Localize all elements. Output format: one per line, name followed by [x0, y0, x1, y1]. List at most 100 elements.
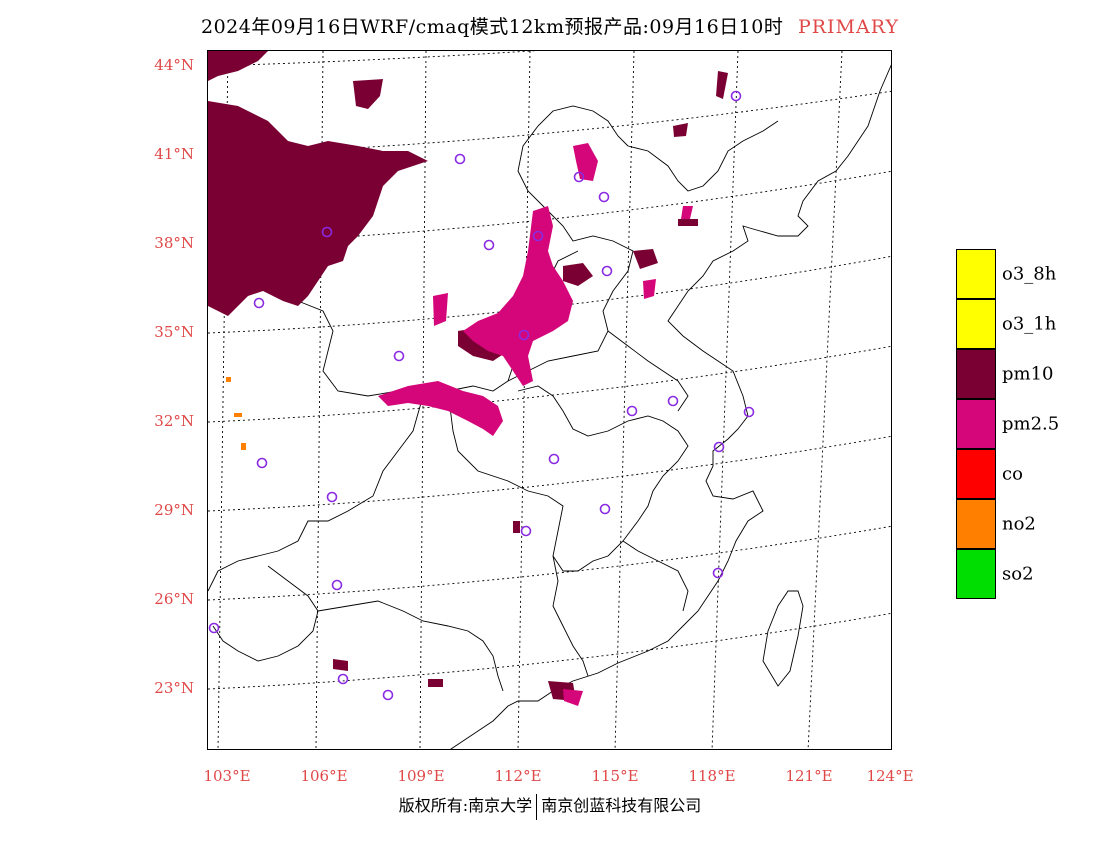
pm10-regions: [208, 51, 728, 701]
province-border: [447, 385, 689, 572]
copyright-right: 南京创蓝科技有限公司: [541, 796, 702, 815]
city-marker[interactable]: [393, 350, 405, 362]
province-border: [317, 600, 504, 692]
latitude-line-23: [208, 612, 891, 690]
city-marker[interactable]: [743, 406, 755, 418]
pm25-patch: [643, 279, 656, 299]
pm10-patch: [333, 659, 348, 671]
title-tag: PRIMARY: [797, 16, 899, 38]
lon-label-112: 112°E: [494, 767, 542, 785]
map-panel[interactable]: [207, 50, 892, 750]
pm10-patch: [673, 123, 688, 137]
legend-swatch: [956, 399, 996, 449]
city-marker[interactable]: [599, 503, 611, 515]
city-markers: [208, 90, 755, 701]
city-marker[interactable]: [382, 689, 394, 701]
pm10-patch: [353, 79, 383, 109]
pm10-patch: [428, 679, 443, 687]
legend-swatch: [956, 499, 996, 549]
pm25-patch: [573, 143, 598, 181]
legend-label: pm2.5: [1002, 413, 1060, 435]
latitude-line-35: [208, 255, 891, 334]
pm10-patch: [563, 263, 593, 286]
province-border: [208, 395, 424, 592]
city-marker[interactable]: [573, 171, 585, 183]
latitude-line-26: [208, 525, 891, 601]
lat-label-23: 23°N: [154, 679, 194, 697]
city-marker[interactable]: [454, 153, 466, 165]
pm10-patch: [513, 521, 520, 533]
copyright-footer: 版权所有:南京大学 南京创蓝科技有限公司: [0, 792, 1100, 820]
meridian-118: [711, 51, 739, 749]
meridian-112: [517, 51, 531, 749]
city-marker[interactable]: [626, 405, 638, 417]
city-marker[interactable]: [598, 191, 610, 203]
city-marker[interactable]: [326, 491, 338, 503]
province-border: [552, 555, 589, 677]
city-marker[interactable]: [331, 579, 343, 591]
city-marker[interactable]: [713, 441, 725, 453]
latitude-line-44: [208, 51, 537, 67]
city-marker[interactable]: [667, 395, 679, 407]
no2-cell: [226, 377, 231, 382]
pm10-patch: [633, 249, 658, 269]
lat-label-35: 35°N: [154, 323, 194, 341]
pm10-northwest-plume: [208, 101, 428, 316]
lat-label-32: 32°N: [154, 412, 194, 430]
province-border: [208, 105, 634, 397]
pm10-patch: [716, 71, 728, 99]
footer-divider: [536, 793, 538, 820]
map-title: 2024年09月16日WRF/cmaq模式12km预报产品:09月16日10时 …: [0, 12, 1100, 39]
city-marker[interactable]: [256, 457, 268, 469]
city-marker[interactable]: [730, 90, 742, 102]
map-canvas: [208, 51, 891, 749]
lon-label-103: 103°E: [203, 767, 251, 785]
lat-label-41: 41°N: [154, 145, 194, 163]
city-marker[interactable]: [483, 239, 495, 251]
city-marker[interactable]: [712, 567, 724, 579]
legend-label: so2: [1002, 563, 1034, 585]
lon-label-106: 106°E: [300, 767, 348, 785]
latitude-line-29: [208, 435, 891, 512]
province-border: [627, 120, 779, 192]
city-marker[interactable]: [520, 525, 532, 537]
lat-label-29: 29°N: [154, 501, 194, 519]
city-marker[interactable]: [208, 622, 220, 634]
city-marker[interactable]: [253, 297, 265, 309]
lat-label-44: 44°N: [154, 56, 194, 74]
meridian-115: [614, 51, 635, 749]
pm25-south-patch: [563, 689, 583, 706]
legend-label: co: [1002, 463, 1023, 485]
province-border: [212, 565, 319, 662]
lon-label-115: 115°E: [591, 767, 639, 785]
pm25-patch: [681, 206, 693, 219]
lat-label-26: 26°N: [154, 590, 194, 608]
legend-swatch: [956, 349, 996, 399]
lon-label-109: 109°E: [397, 767, 445, 785]
legend-swatch: [956, 549, 996, 599]
city-marker[interactable]: [321, 226, 333, 238]
lat-label-38: 38°N: [154, 234, 194, 252]
legend-swatch: [956, 249, 996, 299]
legend-swatch: [956, 449, 996, 499]
province-border: [622, 540, 689, 612]
copyright-left: 版权所有:南京大学: [398, 796, 533, 815]
legend-label: pm10: [1002, 363, 1054, 385]
meridian-121: [807, 51, 843, 749]
title-text: 2024年09月16日WRF/cmaq模式12km预报产品:09月16日10时: [200, 16, 784, 38]
pm25-patch: [433, 293, 448, 326]
pm25-central-plume: [463, 206, 573, 386]
no2-cell: [234, 413, 242, 417]
lon-label-121: 121°E: [785, 767, 833, 785]
pm25-band: [378, 381, 503, 436]
city-marker[interactable]: [601, 265, 613, 277]
legend-label: o3_8h: [1002, 263, 1057, 285]
city-marker[interactable]: [548, 453, 560, 465]
city-marker[interactable]: [532, 230, 544, 242]
legend-swatch: [956, 299, 996, 349]
city-marker[interactable]: [518, 329, 530, 341]
no2-cell: [241, 443, 246, 450]
lon-label-118: 118°E: [688, 767, 736, 785]
city-marker[interactable]: [337, 673, 349, 685]
latitude-line-32: [208, 345, 891, 423]
